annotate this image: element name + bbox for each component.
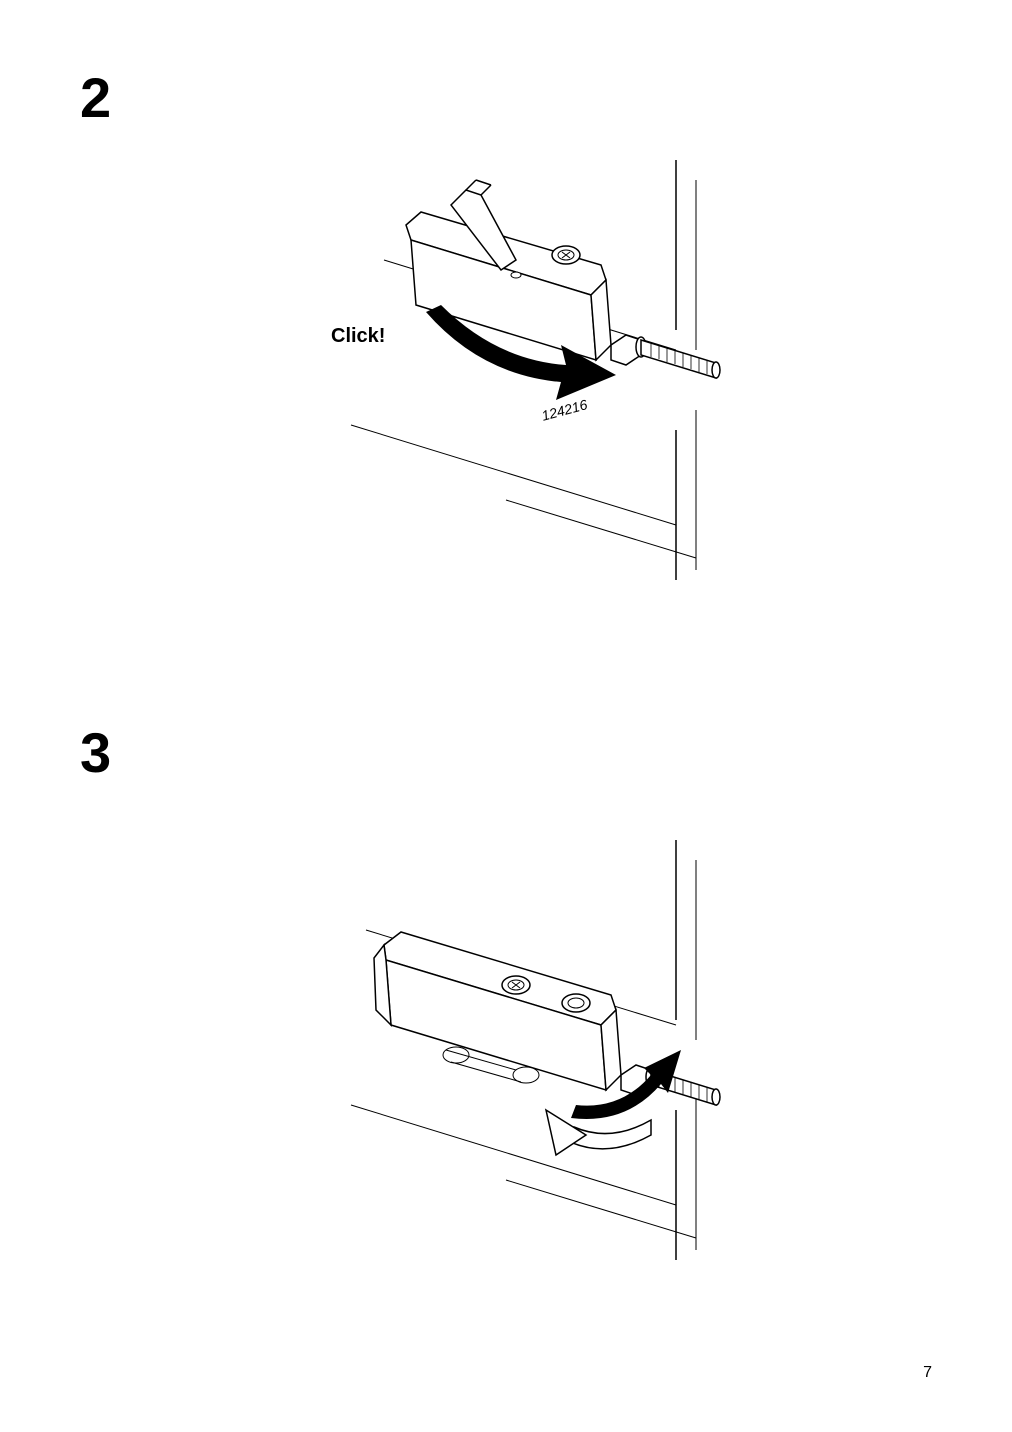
instruction-page: 2 — [0, 0, 1012, 1432]
page-number: 7 — [923, 1364, 932, 1382]
step-2-number: 2 — [80, 65, 111, 130]
step-3-number: 3 — [80, 720, 111, 785]
step-2-diagram: Click! 124216 — [256, 150, 756, 600]
diagram-3-svg — [256, 830, 756, 1280]
click-label: Click! — [331, 325, 385, 348]
diagram-2-svg — [256, 150, 756, 600]
step-3-diagram — [256, 830, 756, 1280]
